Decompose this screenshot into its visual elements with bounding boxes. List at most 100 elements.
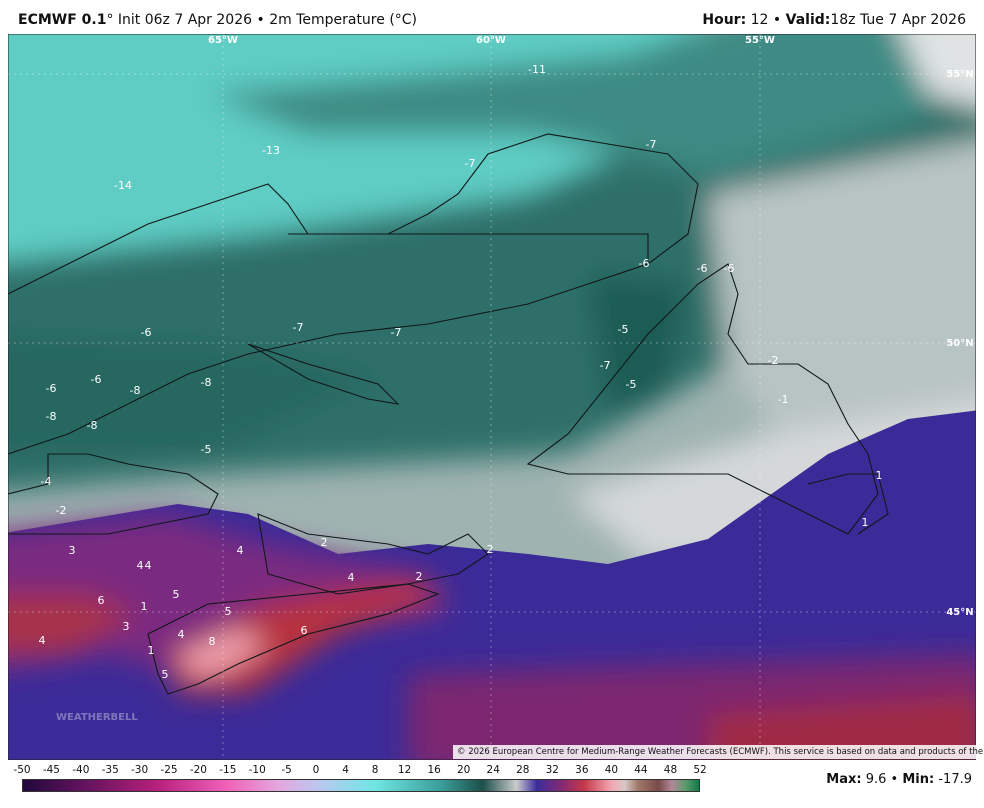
contour-label: 4 xyxy=(178,628,185,641)
model: ECMWF 0.1 xyxy=(18,12,107,28)
latitude-label: 45°N xyxy=(946,607,973,618)
colorbar-tick-label: 36 xyxy=(575,764,589,776)
contour-label: 1 xyxy=(148,644,155,657)
contour-label: -8 xyxy=(87,419,98,432)
colorbar-tick-label: 32 xyxy=(545,764,559,776)
max: 9.6 xyxy=(865,772,887,787)
min: -17.9 xyxy=(938,772,972,787)
coastlines xyxy=(8,133,889,695)
colorbar-tick-label: 40 xyxy=(604,764,619,776)
header-left: ECMWF 0.1° Init 06z 7 Apr 2026 • 2m Temp… xyxy=(18,12,417,28)
contour-label: 1 xyxy=(141,600,148,613)
contour-label: -6 xyxy=(697,262,708,275)
contour-label: -6 xyxy=(91,373,102,386)
contour-label: -8 xyxy=(46,410,57,423)
init: Init 06z 7 Apr 2026 xyxy=(117,12,253,28)
colorbar-tick-label: -30 xyxy=(131,764,149,776)
contour-label: 3 xyxy=(123,620,130,633)
contour-label: -5 xyxy=(626,378,637,391)
contour-label: -2 xyxy=(56,504,67,517)
temperature-field: 65°W 60°W 55°W 55°N 50°N 45°N -11 -7 -7 -1 3 -14 -6… xyxy=(8,34,976,760)
graticule xyxy=(8,34,976,760)
contour-label: -8 xyxy=(201,376,212,389)
colorbar-tick-label: 0 xyxy=(312,764,320,776)
separator: • xyxy=(256,12,265,28)
colorbar-tick-label: 52 xyxy=(693,764,707,776)
contour-label: -6 xyxy=(46,382,57,395)
contour-label: 1 xyxy=(876,469,883,482)
contour-label: 4 xyxy=(237,544,244,557)
contour-label: -6 xyxy=(639,257,650,270)
contour-label: -7 xyxy=(391,326,402,339)
colorbar-tick-label: 48 xyxy=(663,764,678,776)
separator: • xyxy=(772,12,782,28)
colorbar-tick-label: -25 xyxy=(160,764,178,776)
colorbar xyxy=(22,779,700,792)
contour-label: 8 xyxy=(209,635,216,648)
contour-label: -6 xyxy=(724,262,735,275)
colorbar-tick-label: -20 xyxy=(189,764,207,776)
hour: 12 xyxy=(750,12,769,28)
separator: • xyxy=(890,772,899,787)
valid: 18z Tue 7 Apr 2026 xyxy=(830,12,966,28)
stats: Max: 9.6 • Min: -17.9 xyxy=(826,772,972,787)
hour-label: Hour: xyxy=(702,12,747,28)
copyright: © 2026 European Centre for Medium-Range … xyxy=(453,745,984,759)
contour-label: 5 xyxy=(225,605,232,618)
map: 65°W 60°W 55°W 55°N 50°N 45°N -11 -7 -7 -1 3 -14 -6… xyxy=(8,34,976,760)
contour-label: -7 xyxy=(600,359,611,372)
longitude-label: 55°W xyxy=(745,35,775,46)
contour-label: -4 xyxy=(41,475,52,488)
colorbar-tick-label: 28 xyxy=(516,764,530,776)
colorbar-tick-label: -45 xyxy=(42,764,60,776)
contour-label: -5 xyxy=(201,443,212,456)
colorbar-tick-label: 8 xyxy=(371,764,379,776)
degree: ° xyxy=(106,12,114,28)
colorbar-tick-label: 44 xyxy=(634,764,648,776)
contour-label: 4 xyxy=(137,559,144,572)
contour-label: 6 xyxy=(301,624,308,637)
contour-label: -7 xyxy=(465,157,476,170)
colorbar-tick-label: 16 xyxy=(427,764,441,776)
contour-label: 1 xyxy=(862,516,869,529)
latitude-label: 55°N xyxy=(946,69,973,80)
watermark: WEATHERBELL xyxy=(56,712,138,723)
valid-label: Valid: xyxy=(785,12,831,28)
contour-label: -1 xyxy=(778,393,789,406)
contour-label: -14 xyxy=(114,179,132,192)
contour-label: 2 xyxy=(321,536,328,549)
colorbar-tick-label: -35 xyxy=(101,764,119,776)
contour-label: -2 xyxy=(768,354,779,367)
contour-label: 4 xyxy=(39,634,46,647)
colorbar-tick-label: -40 xyxy=(72,764,90,776)
graticule-labels: 65°W 60°W 55°W 55°N 50°N 45°N xyxy=(208,35,974,618)
contour-label: -7 xyxy=(293,321,304,334)
contour-label: -8 xyxy=(130,384,141,397)
colorbar-tick-label: -15 xyxy=(219,764,237,776)
contour-label: 4 xyxy=(145,559,152,572)
colorbar-tick-label: 4 xyxy=(342,764,349,776)
colorbar-tick-label: -50 xyxy=(13,764,31,776)
contour-label: -11 xyxy=(528,63,546,76)
colorbar-ticks: -50 -45 -40 -35 -30 -25 -20 -15 -10 -5 0 4 8 12 16 20 24… xyxy=(0,764,984,778)
longitude-label: 65°W xyxy=(208,35,238,46)
contour-label: 5 xyxy=(162,668,169,681)
max-label: Max: xyxy=(826,772,862,787)
colorbar-tick-label: 20 xyxy=(457,764,471,776)
contour-label: -6 xyxy=(141,326,152,339)
min-label: Min: xyxy=(902,772,935,787)
colorbar-tick-label: 24 xyxy=(486,764,500,776)
field: 2m Temperature (°C) xyxy=(269,12,418,28)
contour-label: -7 xyxy=(646,138,657,151)
contour-label: 2 xyxy=(487,543,494,556)
contour-label: 5 xyxy=(173,588,180,601)
contour-label: -5 xyxy=(618,323,629,336)
latitude-label: 50°N xyxy=(946,338,973,349)
header-right: Hour: 12 • Valid:18z Tue 7 Apr 2026 xyxy=(702,12,966,28)
contour-label: 2 xyxy=(416,570,423,583)
longitude-label: 60°W xyxy=(476,35,506,46)
colorbar-tick-label: -5 xyxy=(281,764,292,776)
contour-labels: -11 -7 -7 -1 3 -14 -6 -6 -6 -7 -7 -6 -5 -7 -5 -6 -6 -8 -8 -… xyxy=(39,63,883,681)
contour-label: 4 xyxy=(348,571,355,584)
